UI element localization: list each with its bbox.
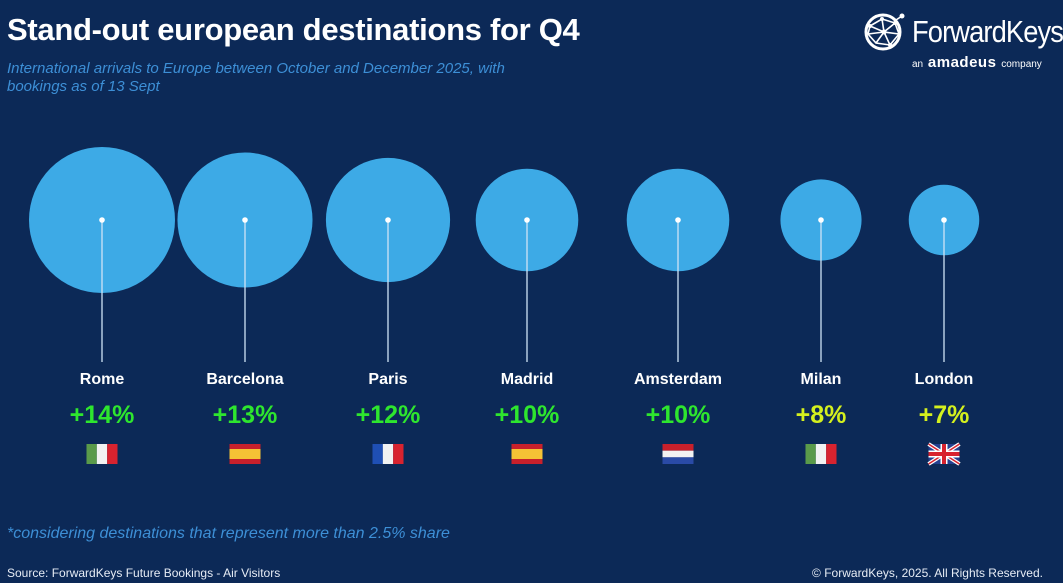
city-label: Milan (801, 371, 842, 388)
chart-subtitle: International arrivals to Europe between… (7, 60, 505, 95)
logo-suffix: company (1001, 59, 1042, 70)
logo-tagline: an amadeus company (912, 54, 1042, 71)
city-label: Paris (368, 371, 407, 388)
bubble-center-dot (675, 217, 681, 223)
city-label: Barcelona (206, 371, 283, 388)
logo-prefix: an (912, 59, 924, 70)
globe-network-icon (864, 13, 905, 51)
forwardkeys-logo: ForwardKeys an amadeus company (860, 8, 1063, 72)
bubble-center-dot (385, 217, 391, 223)
chart-title: Stand-out european destinations for Q4 (7, 12, 580, 47)
bubble-center-dot (524, 217, 530, 223)
growth-label: +12% (356, 401, 421, 429)
growth-label: +13% (213, 401, 278, 429)
bubble-center-dot (242, 217, 248, 223)
flag-italy-icon (86, 444, 118, 464)
logo-parent: amadeus (927, 54, 997, 71)
city-label: London (915, 371, 974, 388)
growth-label: +8% (796, 401, 847, 429)
logo-brand-name: ForwardKeys (912, 14, 1063, 49)
city-label: Rome (80, 371, 125, 388)
city-label: Madrid (501, 371, 553, 388)
bubble-center-dot (941, 217, 947, 223)
growth-label: +14% (70, 401, 135, 429)
growth-label: +10% (646, 401, 711, 429)
flag-italy-icon (805, 444, 837, 464)
city-label: Amsterdam (634, 371, 722, 388)
footnote: *considering destinations that represent… (7, 525, 450, 542)
flag-netherlands-icon (662, 444, 694, 464)
growth-label: +7% (919, 401, 970, 429)
source-note: Source: ForwardKeys Future Bookings - Ai… (7, 566, 281, 580)
bubble-center-dot (818, 217, 824, 223)
flag-france-icon (372, 444, 404, 464)
flag-spain-icon (511, 444, 543, 464)
bubble-chart: Rome +14% Barcelona +13% Paris +12% Madrid +10%… (29, 147, 980, 466)
growth-label: +10% (495, 401, 560, 429)
flag-united-kingdom-icon (927, 442, 961, 466)
flag-spain-icon (229, 444, 261, 464)
bubble-center-dot (99, 217, 105, 223)
copyright-note: © ForwardKeys, 2025. All Rights Reserved… (812, 566, 1043, 580)
